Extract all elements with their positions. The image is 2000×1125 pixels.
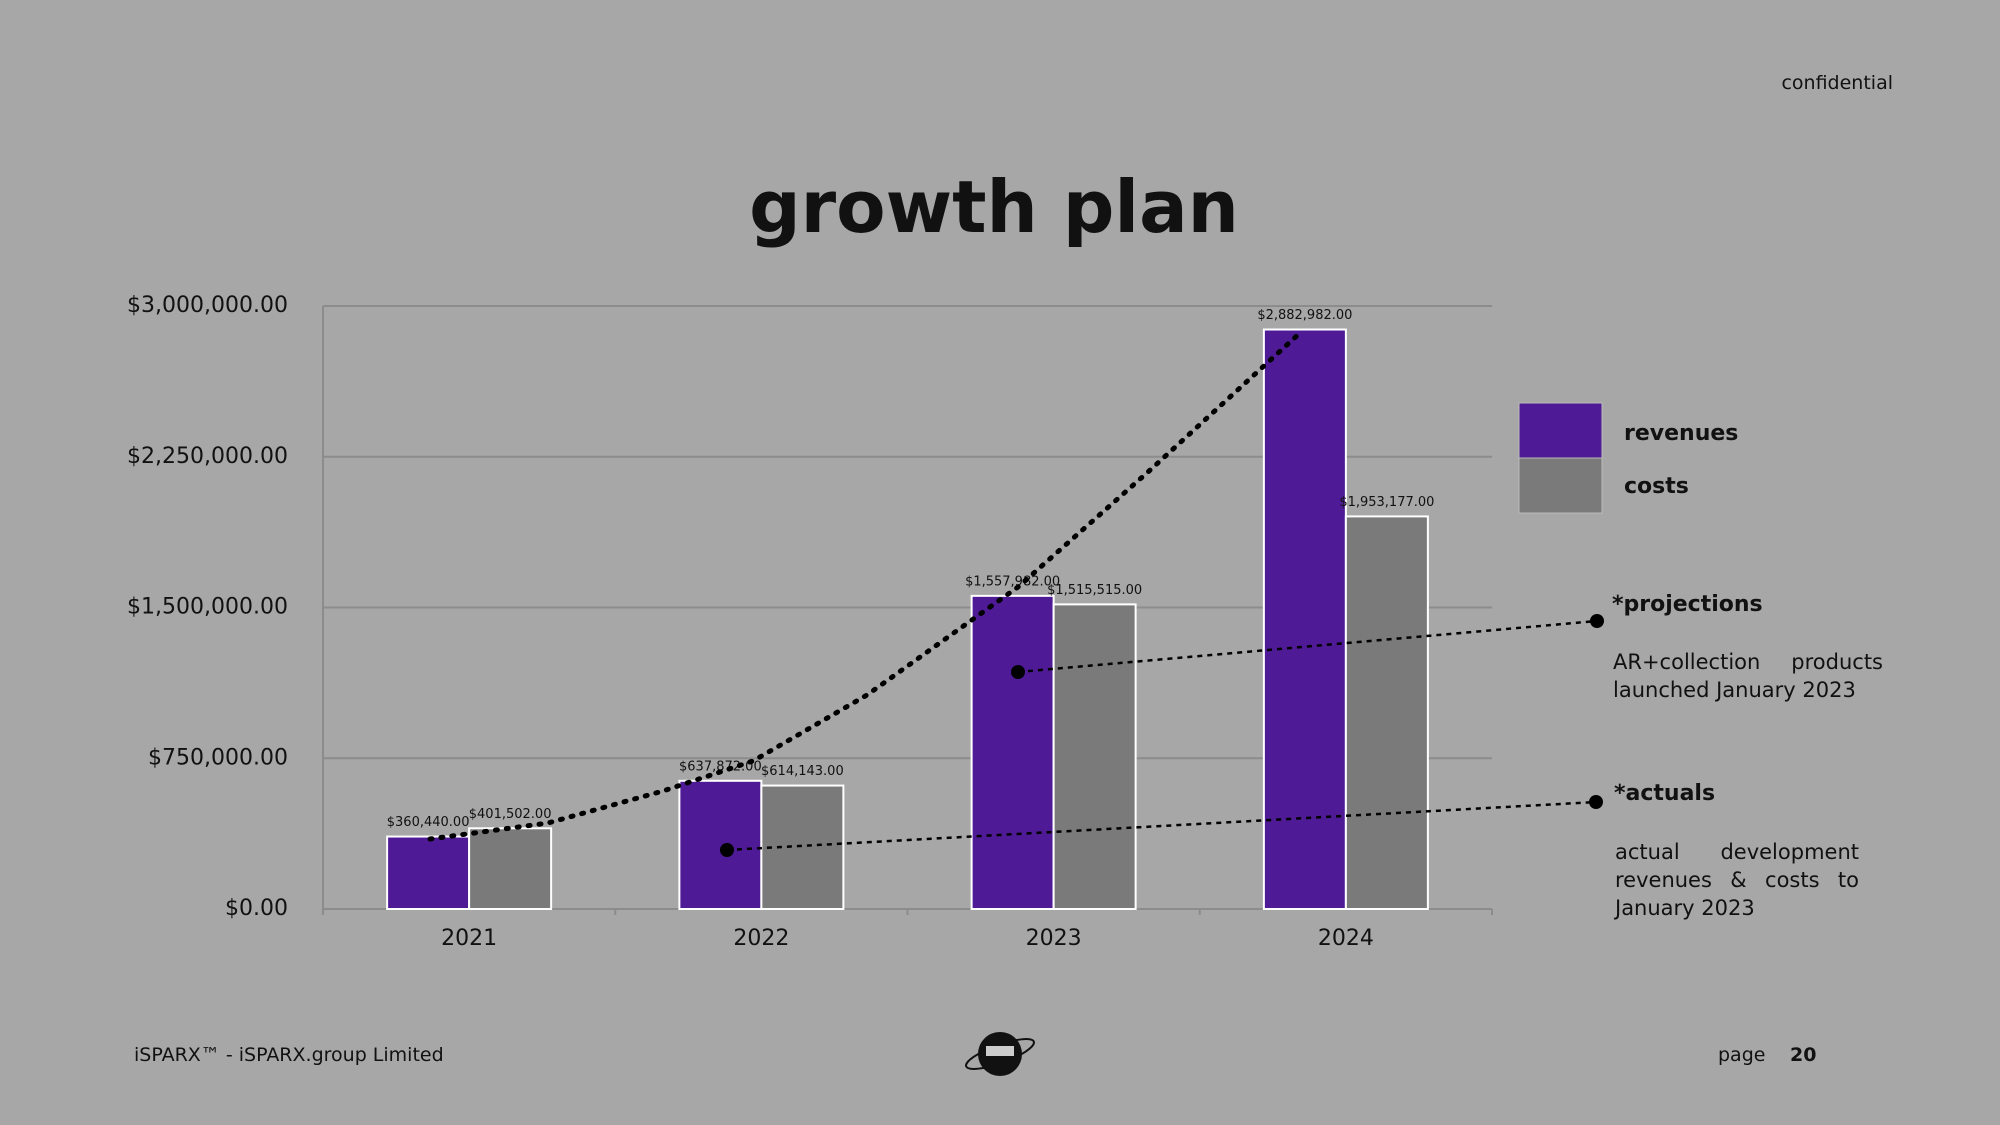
- y-tick-label: $2,250,000.00: [127, 444, 288, 469]
- pointer-line: [726, 800, 1597, 852]
- logo: [965, 1032, 1035, 1076]
- pointer-dot: [1011, 665, 1025, 679]
- value-label: $614,143.00: [761, 764, 844, 779]
- value-label: $1,515,515.00: [1047, 583, 1142, 598]
- x-tick-label: 2021: [441, 926, 497, 951]
- bar: [760, 784, 845, 910]
- y-tick-label: $750,000.00: [148, 745, 288, 770]
- pointer-dot: [1590, 614, 1604, 628]
- pointer-line: [1017, 619, 1598, 674]
- value-label: $2,882,982.00: [1257, 308, 1352, 323]
- y-tick-label: $0.00: [225, 896, 288, 921]
- chart-title: growth plan: [749, 165, 1239, 249]
- bar: [386, 835, 471, 911]
- bar: [678, 779, 763, 910]
- bar: [970, 594, 1055, 911]
- pointer-dot: [720, 843, 734, 857]
- legend-swatch: [1518, 402, 1603, 459]
- legend-label: revenues: [1624, 421, 1738, 446]
- annotation-text: AR+collection products launched January …: [1613, 650, 1883, 702]
- annotation-text: actual development revenues & costs to J…: [1615, 840, 1859, 920]
- page-number: 20: [1790, 1044, 1817, 1066]
- x-tick-label: 2023: [1026, 926, 1082, 951]
- value-label: $360,440.00: [387, 815, 470, 830]
- value-label: $1,557,982.00: [965, 574, 1060, 589]
- y-tick-label: $1,500,000.00: [127, 595, 288, 620]
- legend-label: costs: [1624, 474, 1689, 499]
- bar: [468, 827, 553, 910]
- value-label: $401,502.00: [469, 807, 552, 822]
- annotation-title: *actuals: [1614, 781, 1716, 806]
- bar: [1262, 328, 1347, 910]
- legend-swatch: [1518, 457, 1603, 514]
- bar: [1344, 515, 1429, 910]
- annotation-title: *projections: [1612, 592, 1763, 617]
- x-tick-label: 2022: [733, 926, 789, 951]
- x-tick-label: 2024: [1318, 926, 1374, 951]
- footer-company: iSPARX™ - iSPARX.group Limited: [134, 1044, 444, 1066]
- value-label: $1,953,177.00: [1339, 495, 1434, 510]
- bar: [1052, 603, 1137, 910]
- confidential-tag: confidential: [1781, 72, 1893, 94]
- pointer-dot: [1589, 795, 1603, 809]
- trend-line: [427, 329, 1304, 842]
- y-tick-label: $3,000,000.00: [127, 293, 288, 318]
- page-label: page: [1718, 1044, 1766, 1066]
